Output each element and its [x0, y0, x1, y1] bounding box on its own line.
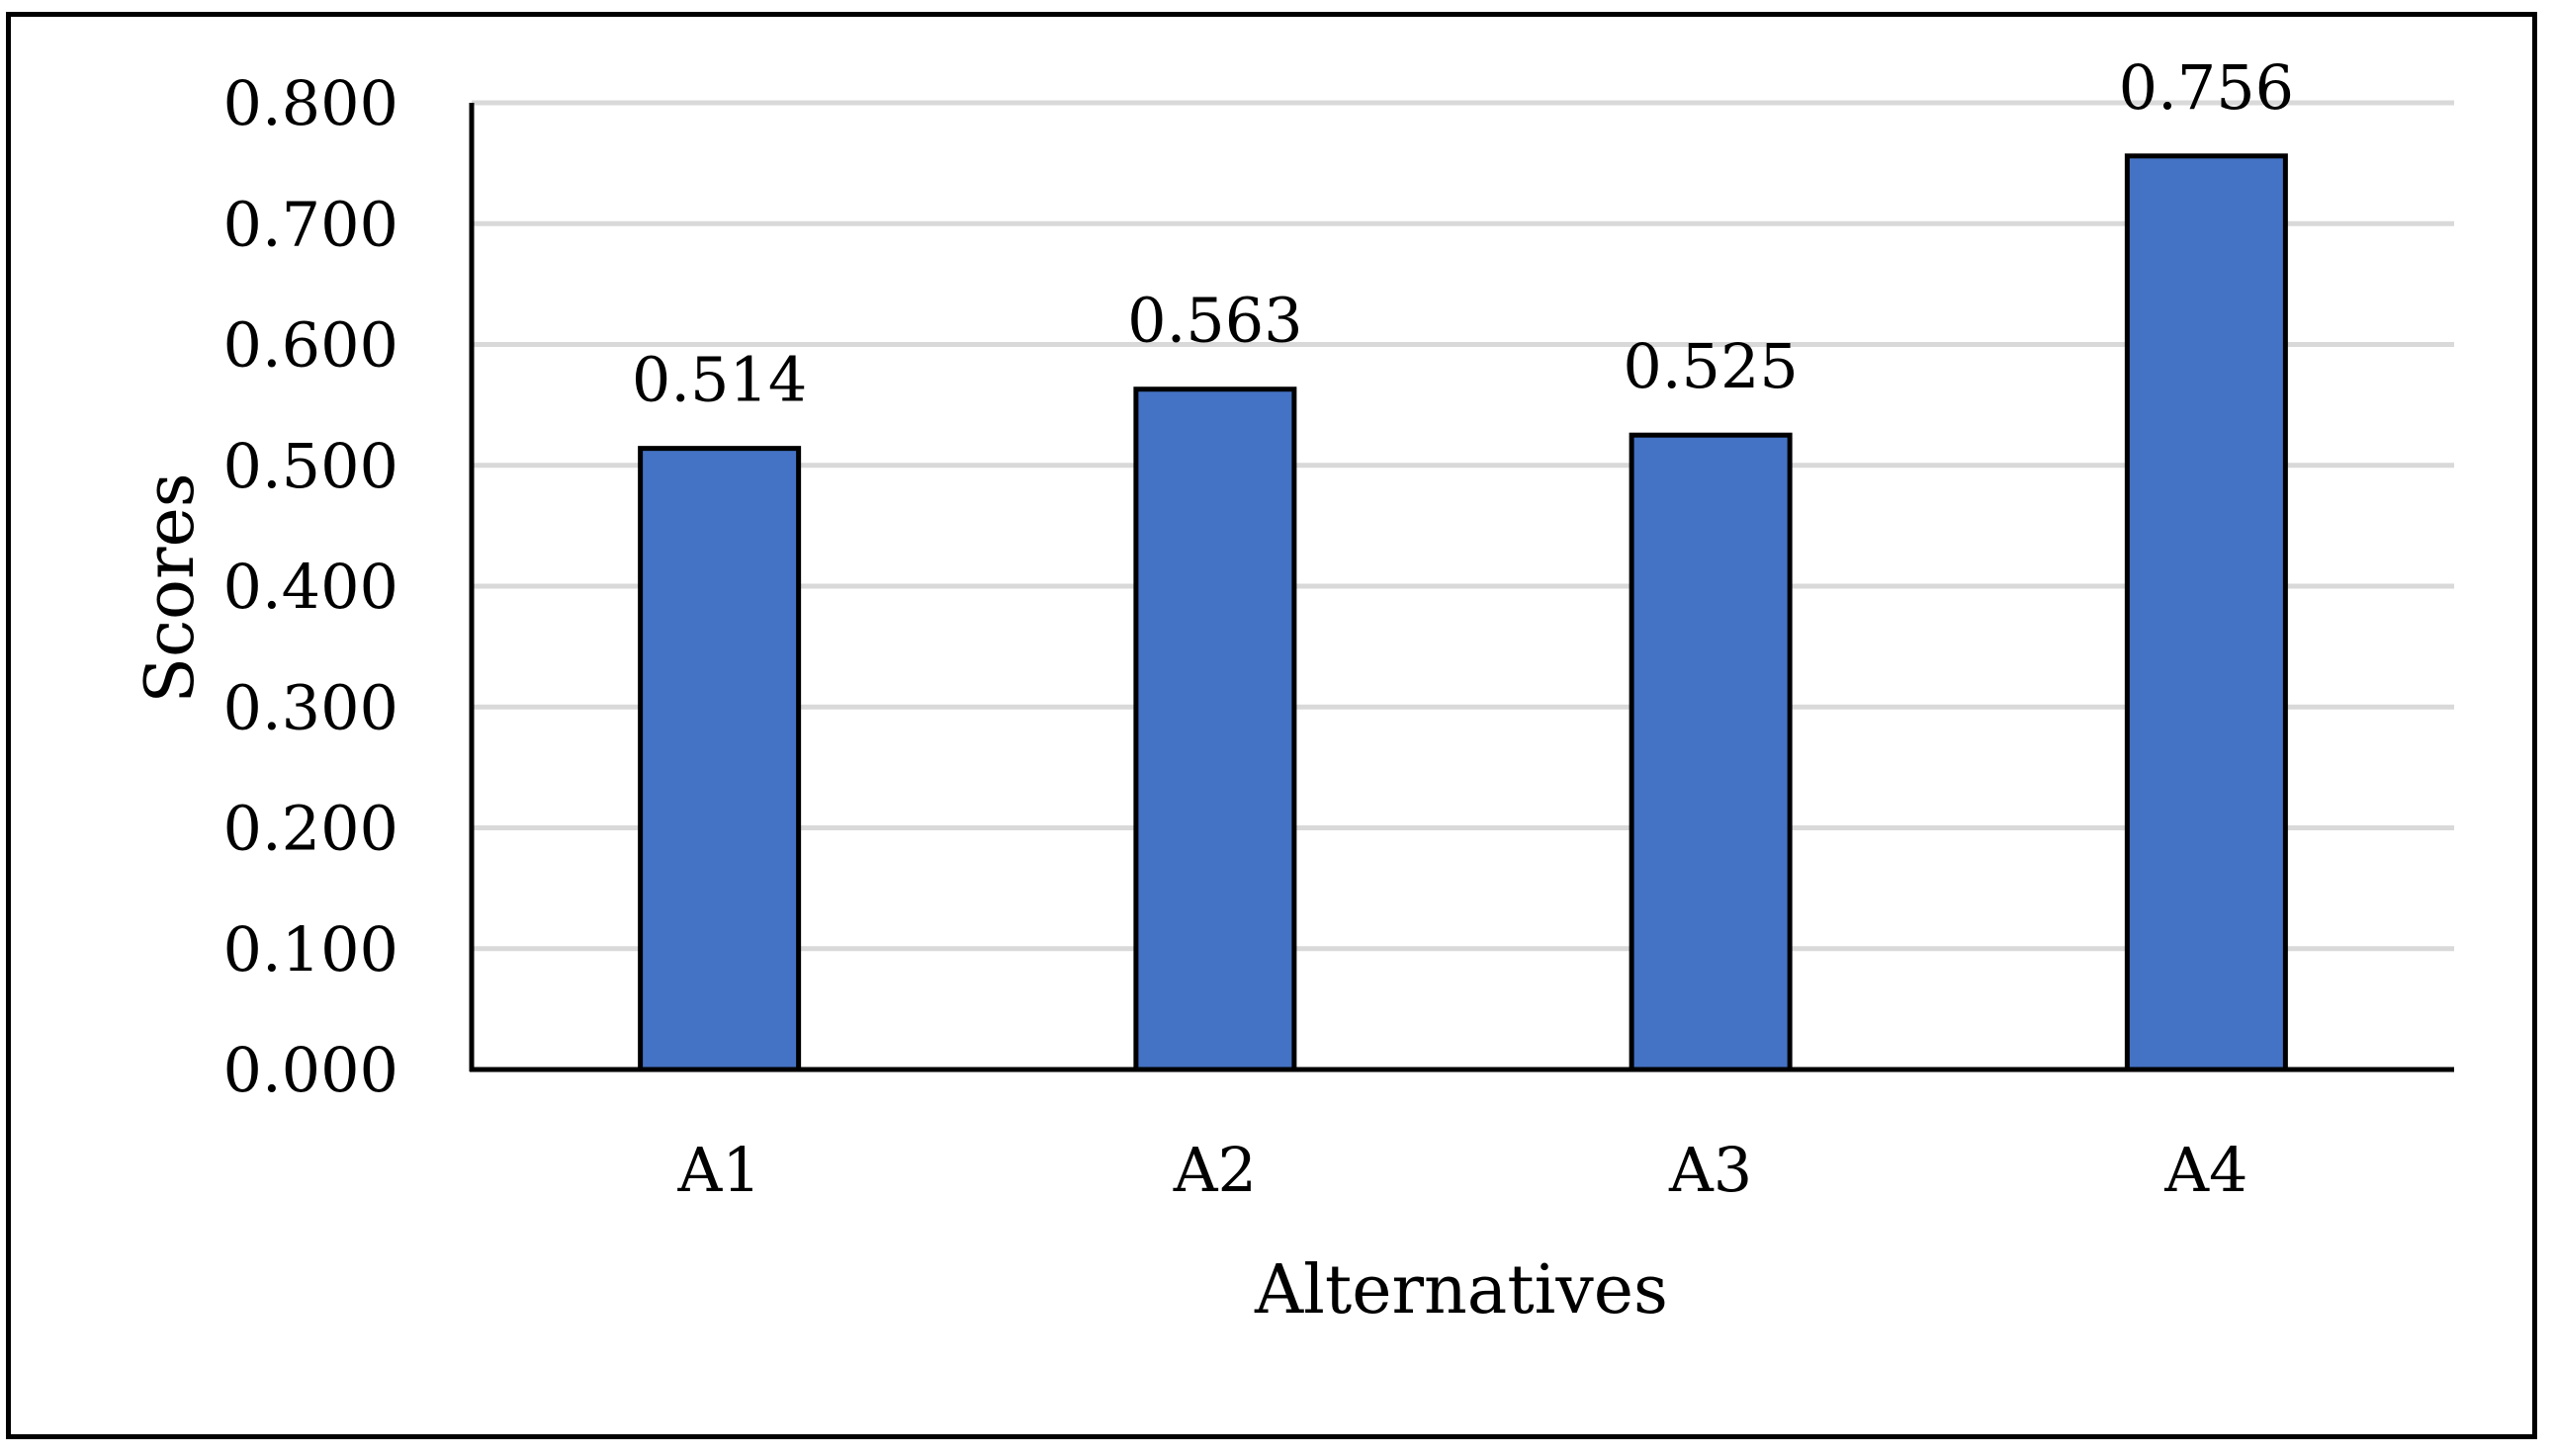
bars: [638, 153, 2288, 1072]
labels: 0.000 0.100 0.200 0.300 0.400 0.500 0.600 0.700…: [223, 51, 2295, 1206]
x-tick-label: A1: [677, 1134, 761, 1206]
y-tick-label: 0.100: [223, 913, 399, 985]
x-tick-label: A3: [1668, 1134, 1752, 1206]
bar: [1629, 432, 1793, 1072]
y-axis-title: Scores: [132, 472, 210, 703]
bar: [2124, 153, 2288, 1072]
x-tick-label: A2: [1173, 1134, 1257, 1206]
data-label: 0.525: [1623, 330, 1799, 402]
y-tick-label: 0.400: [223, 551, 399, 623]
y-tick-label: 0.500: [223, 430, 399, 502]
data-label: 0.756: [2119, 51, 2295, 124]
x-axis-title: Alternatives: [1254, 1251, 1668, 1329]
data-label: 0.514: [632, 344, 808, 416]
y-tick-label: 0.200: [223, 793, 399, 865]
y-tick-label: 0.600: [223, 309, 399, 382]
gridlines: [472, 100, 2454, 952]
bar: [638, 446, 802, 1072]
bar: [1133, 386, 1297, 1072]
x-tick-label: A4: [2163, 1134, 2247, 1206]
y-tick-label: 0.300: [223, 671, 399, 743]
y-tick-label: 0.000: [223, 1034, 399, 1106]
data-label: 0.563: [1127, 285, 1303, 357]
y-tick-label: 0.700: [223, 188, 399, 260]
y-tick-label: 0.800: [223, 67, 399, 139]
axes: [469, 103, 2454, 1072]
